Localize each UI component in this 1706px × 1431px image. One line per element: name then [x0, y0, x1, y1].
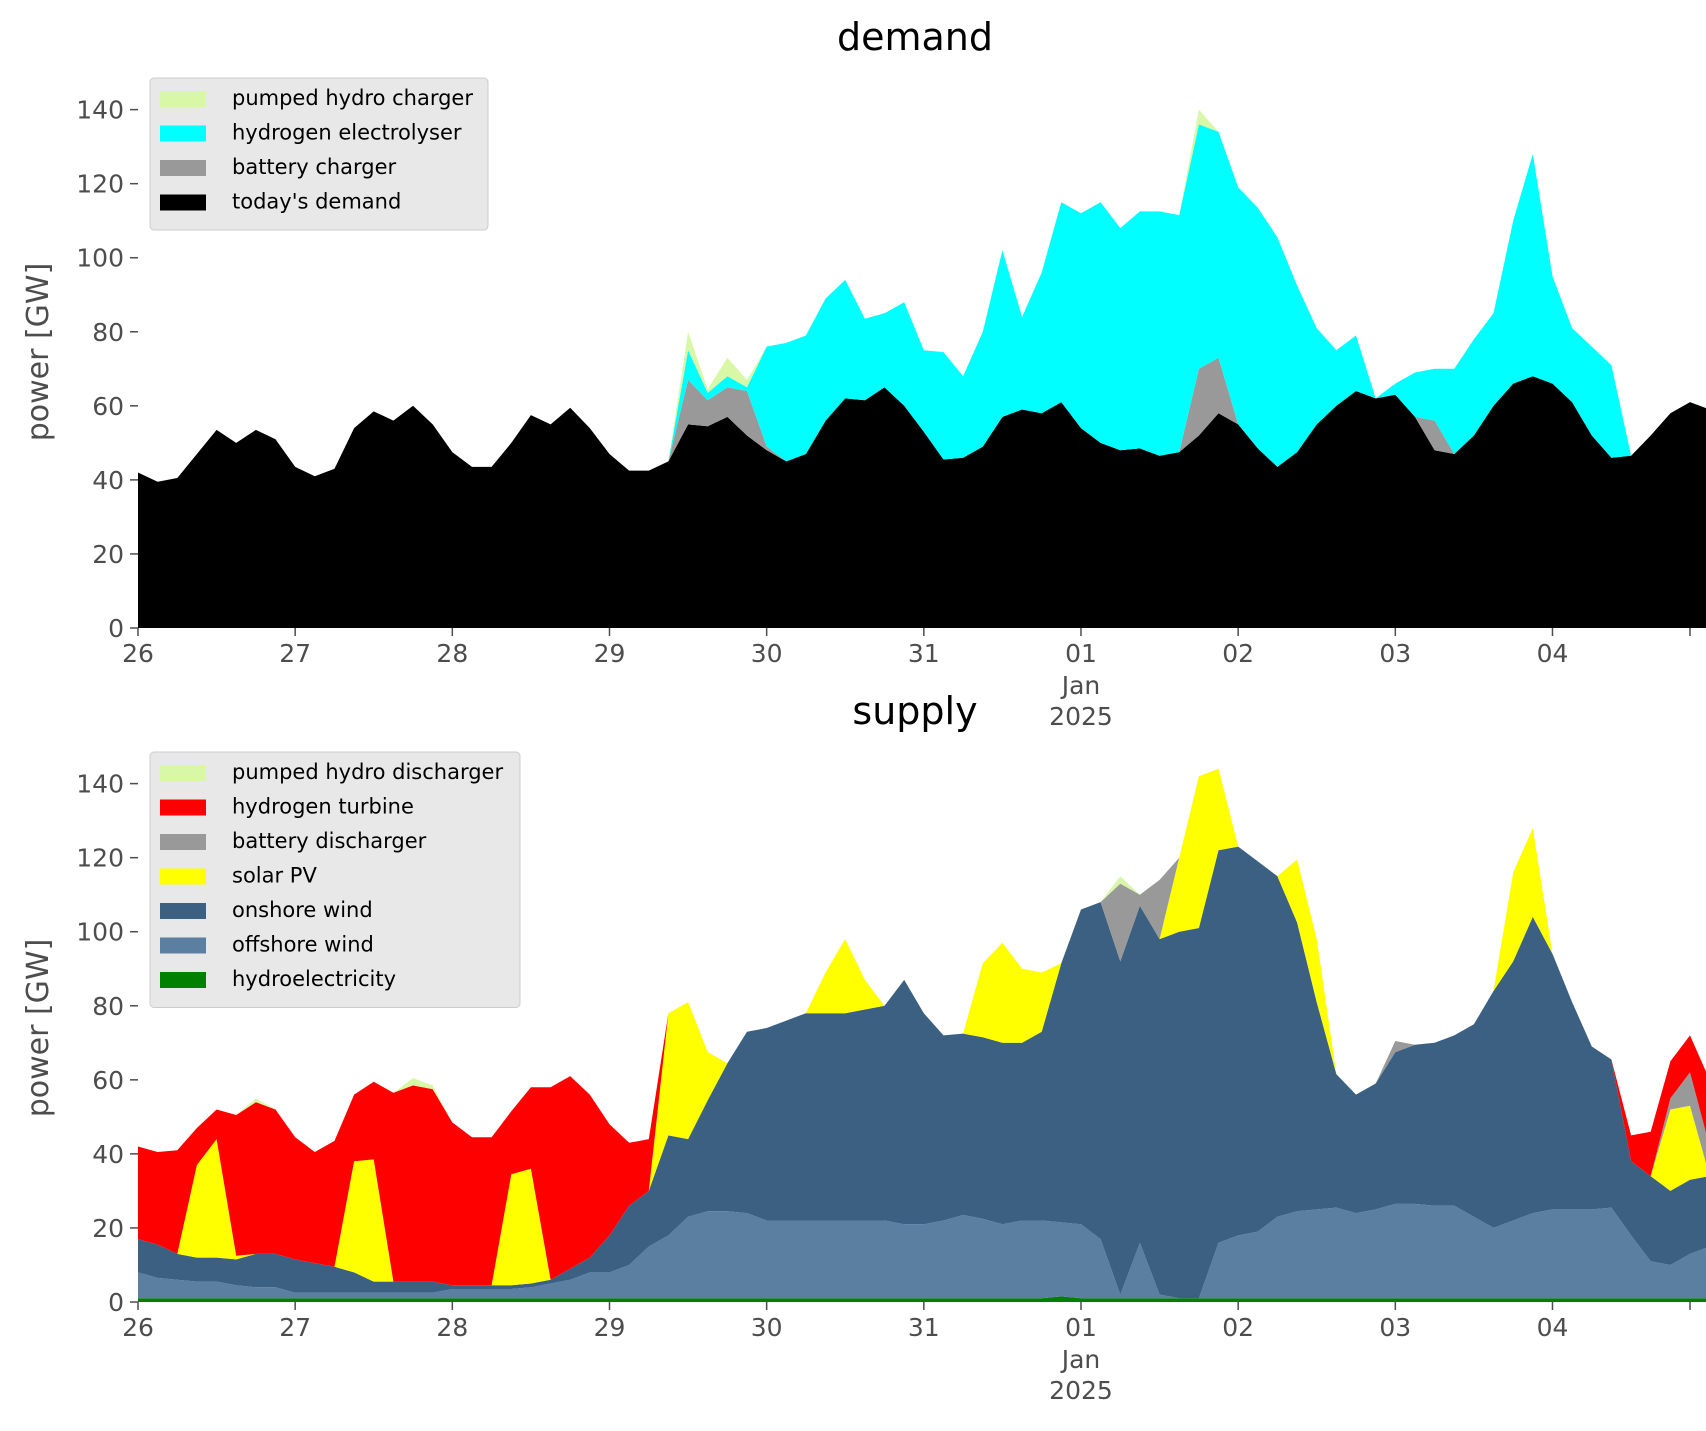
- area-hydrogen-turbine: [138, 768, 1706, 1286]
- y-tick-label: 0: [108, 1288, 124, 1317]
- supply-y-axis-label: power [GW]: [21, 939, 56, 1118]
- y-tick-label: 60: [92, 392, 124, 421]
- x-tick-month-label: Jan: [1060, 671, 1101, 700]
- y-tick-label: 100: [76, 244, 124, 273]
- area-hydrogen-electrolyser: [138, 124, 1706, 482]
- y-tick-label: 40: [92, 466, 124, 495]
- demand-areas: [138, 109, 1706, 628]
- legend-swatch-hydroelectricity: [160, 972, 206, 988]
- area-onshore-wind: [138, 846, 1706, 1299]
- legend-label-today-s-demand: today's demand: [232, 190, 401, 214]
- legend-label-onshore-wind: onshore wind: [232, 898, 373, 922]
- supply-title: supply: [852, 689, 977, 733]
- x-tick-label: 28: [436, 1313, 468, 1342]
- legend-label-hydrogen-turbine: hydrogen turbine: [232, 795, 414, 819]
- x-tick-label: 28: [436, 639, 468, 668]
- x-tick-label: 27: [279, 639, 311, 668]
- x-tick-label: 26: [122, 639, 154, 668]
- legend-swatch-battery-discharger: [160, 834, 206, 850]
- demand-y-axis-label: power [GW]: [21, 263, 56, 442]
- legend-swatch-onshore-wind: [160, 903, 206, 919]
- y-tick-label: 140: [76, 96, 124, 125]
- legend-swatch-hydrogen-electrolyser: [160, 125, 206, 142]
- x-tick-label: 30: [751, 639, 783, 668]
- legend-label-pumped-hydro-discharger: pumped hydro discharger: [232, 760, 503, 784]
- x-tick-label: 02: [1222, 1313, 1254, 1342]
- y-tick-label: 0: [108, 614, 124, 643]
- legend-label-battery-discharger: battery discharger: [232, 829, 427, 853]
- y-tick-label: 140: [76, 770, 124, 799]
- y-tick-label: 60: [92, 1066, 124, 1095]
- demand-y-axis: 0 20 40 60 80 100 120 140: [76, 96, 138, 643]
- x-tick-label: 03: [1379, 639, 1411, 668]
- x-tick-label: 26: [122, 1313, 154, 1342]
- y-tick-label: 120: [76, 170, 124, 199]
- x-tick-label: 31: [908, 639, 940, 668]
- x-tick-year-label: 2025: [1049, 702, 1113, 731]
- x-tick-month-label: Jan: [1060, 1345, 1101, 1374]
- x-tick-label: 04: [1537, 639, 1569, 668]
- legend-swatch-hydrogen-turbine: [160, 799, 206, 816]
- legend-swatch-battery-charger: [160, 160, 206, 176]
- legend-label-hydroelectricity: hydroelectricity: [232, 967, 396, 991]
- x-tick-label: 01: [1065, 639, 1097, 668]
- legend-swatch-offshore-wind: [160, 937, 206, 954]
- x-tick-label: 30: [751, 1313, 783, 1342]
- x-tick-label: 02: [1222, 639, 1254, 668]
- legend-swatch-pumped-hydro-charger: [160, 91, 206, 107]
- x-tick-label: 04: [1537, 1313, 1569, 1342]
- y-tick-label: 100: [76, 918, 124, 947]
- x-tick-label: 01: [1065, 1313, 1097, 1342]
- area-offshore-wind: [138, 1203, 1706, 1299]
- supply-legend: pumped hydro discharger hydrogen turbine b…: [149, 751, 521, 1008]
- y-tick-label: 20: [92, 540, 124, 569]
- x-tick-label: 29: [594, 1313, 626, 1342]
- legend-frame: [149, 751, 521, 1008]
- legend-swatch-pumped-hydro-discharger: [160, 765, 206, 781]
- area-today-s-demand: [138, 376, 1706, 628]
- area-hydroelectricity: [138, 1296, 1706, 1302]
- y-tick-label: 120: [76, 844, 124, 873]
- x-tick-label: 29: [594, 639, 626, 668]
- y-tick-label: 40: [92, 1140, 124, 1169]
- demand-title: demand: [837, 15, 993, 59]
- y-tick-label: 20: [92, 1214, 124, 1243]
- supply-y-axis: 0 20 40 60 80 100 120 140: [76, 770, 138, 1317]
- x-tick-label: 03: [1379, 1313, 1411, 1342]
- demand-legend: pumped hydro charger hydrogen electrolyse…: [149, 77, 489, 231]
- legend-swatch-solar-pv: [160, 868, 206, 885]
- y-tick-label: 80: [92, 318, 124, 347]
- legend-label-hydrogen-electrolyser: hydrogen electrolyser: [232, 121, 462, 145]
- x-tick-year-label: 2025: [1049, 1376, 1113, 1405]
- legend-label-pumped-hydro-charger: pumped hydro charger: [232, 86, 473, 110]
- legend-label-battery-charger: battery charger: [232, 155, 397, 179]
- legend-frame: [149, 77, 489, 231]
- y-tick-label: 80: [92, 992, 124, 1021]
- legend-label-solar-pv: solar PV: [232, 864, 317, 888]
- x-tick-label: 27: [279, 1313, 311, 1342]
- legend-label-offshore-wind: offshore wind: [232, 933, 374, 957]
- x-tick-label: 31: [908, 1313, 940, 1342]
- legend-swatch-today-s-demand: [160, 194, 206, 211]
- supply-areas: [138, 768, 1706, 1302]
